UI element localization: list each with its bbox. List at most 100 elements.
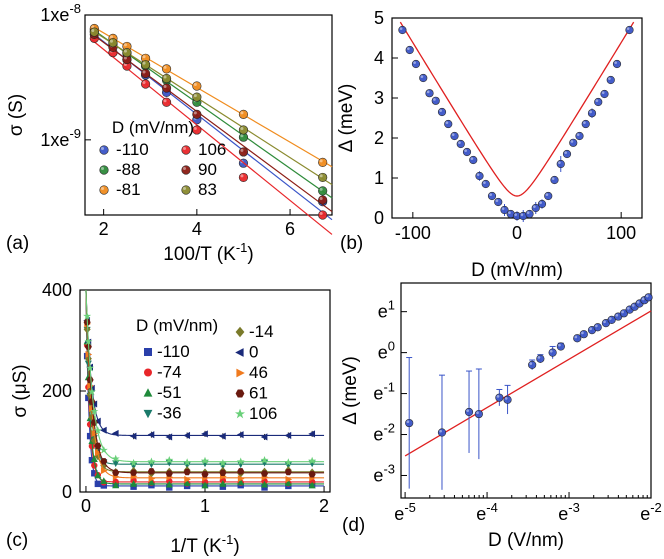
panel-b-point-highlight xyxy=(476,173,480,176)
panel-b-point-highlight xyxy=(514,213,517,216)
panel-b-point xyxy=(444,119,453,129)
panel-c-legend-label: -36 xyxy=(157,404,182,423)
panel-b-xtick-label: 100 xyxy=(606,223,636,243)
panel-d-xtick-label-sup: -4 xyxy=(486,500,498,515)
panel-c-y-axis-title: σ (μS) xyxy=(10,364,31,417)
panel-c-legend-marker--74 xyxy=(144,368,152,377)
panel-a-point-90-highlight xyxy=(319,196,323,200)
panel-c-point--51 xyxy=(130,480,138,487)
panel-d-point xyxy=(474,409,483,419)
panel-a-point--81 xyxy=(318,157,328,167)
panel-b-point xyxy=(569,138,578,147)
panel-c-point--51 xyxy=(219,480,227,487)
panel-d-point xyxy=(503,395,512,404)
panel-d-point xyxy=(607,315,616,324)
panel-c-point-0 xyxy=(111,429,119,437)
panel-b-ytick-label: 2 xyxy=(374,128,384,148)
panel-a-ytick-label-base: 1xe xyxy=(40,5,69,25)
panel-a-legend-label: 106 xyxy=(198,140,226,159)
panel-b-point xyxy=(405,45,414,55)
panel-c-fit-curve-0 xyxy=(85,289,325,436)
panel-d-point-highlight xyxy=(529,362,533,365)
panel-d-ytick-label-sup: 0 xyxy=(388,339,395,354)
panel-c-x-axis-title-base: 1/T (K xyxy=(170,536,222,557)
panel-b-point xyxy=(450,131,459,141)
panel-a-point--88 xyxy=(318,186,328,196)
panel-c-legend-label: 106 xyxy=(249,404,277,423)
panel-b-point-highlight xyxy=(601,91,605,94)
panel-d-xtick-label: e-2 xyxy=(640,500,662,524)
panel-b-point xyxy=(481,179,490,189)
panel-letter-b: (b) xyxy=(340,233,363,254)
panel-d-frame xyxy=(400,282,652,499)
panel-d-ytick-label-sup: 1 xyxy=(388,298,395,313)
panel-a-xtick-label: 2 xyxy=(99,219,109,239)
panel-c-legend-marker--36 xyxy=(143,409,153,419)
panel-a-point-90-highlight xyxy=(123,56,127,60)
panel-a-point-83-highlight xyxy=(163,75,167,79)
panel-c-point-0 xyxy=(219,432,226,440)
panel-a-legend-marker--81-highlight xyxy=(100,186,105,190)
panel-a-legend-label: -110 xyxy=(116,140,149,159)
panel-b-xtick-label: 0 xyxy=(512,223,522,243)
panel-a-point--81-highlight xyxy=(240,111,244,115)
panel-b-point-highlight xyxy=(526,211,530,214)
panel-c-ytick-label: 200 xyxy=(42,381,72,401)
panel-b-point-highlight xyxy=(489,193,493,196)
panel-b-frame xyxy=(391,17,643,219)
panel-b-point xyxy=(419,73,428,83)
panel-a-legend-marker--88 xyxy=(99,165,109,175)
panel-a-xtick-label: 4 xyxy=(192,219,202,239)
panel-c-legend-title: D (mV/nm) xyxy=(136,316,218,335)
panel-c-xtick-label: 1 xyxy=(200,496,210,516)
panel-a-point-83-highlight xyxy=(142,61,146,65)
panel-c-point-106 xyxy=(183,458,192,466)
panel-c-legend-label: -51 xyxy=(157,383,182,402)
panel-d-xtick-label-base: e xyxy=(476,504,486,524)
panel-b-point-highlight xyxy=(595,99,599,102)
panel-c-point-61 xyxy=(201,471,209,478)
panel-c-legend-label: -14 xyxy=(249,322,274,341)
panel-c-legend-marker--14 xyxy=(235,326,245,338)
panel-c-point-0 xyxy=(201,430,208,438)
panel-b-point-highlight xyxy=(439,109,443,112)
panel-a-point-83-highlight xyxy=(109,39,113,43)
panel-d-point-highlight xyxy=(608,317,612,320)
panel-b-point xyxy=(625,25,634,35)
panel-d-xtick-label: e-4 xyxy=(476,500,498,524)
panel-letter-d: (d) xyxy=(342,515,365,536)
panel-c-point--51 xyxy=(90,455,98,463)
panel-d-xtick-label-base: e xyxy=(558,504,568,524)
panel-c-point-106 xyxy=(165,456,174,464)
panel-d-point xyxy=(579,330,588,339)
panel-b-point-highlight xyxy=(470,157,474,160)
panel-b-point-highlight xyxy=(626,27,630,30)
panel-b-point-highlight xyxy=(558,161,561,164)
panel-c-point-46 xyxy=(100,467,108,475)
panel-d-point-highlight xyxy=(558,343,561,347)
panel-a-point--81-highlight xyxy=(163,65,167,69)
panel-b-point-highlight xyxy=(413,61,416,64)
panel-c-ytick-label: 400 xyxy=(42,280,72,300)
panel-d-y-axis-title: Δ (meV) xyxy=(340,356,361,425)
panel-b-point xyxy=(531,203,540,213)
panel-a-legend-marker-106 xyxy=(181,145,191,155)
panel-d-point xyxy=(464,407,474,417)
panel-c-point--51 xyxy=(308,481,316,489)
panel-d-point xyxy=(573,334,582,343)
panel-c-point-106 xyxy=(87,387,96,396)
panel-a-legend-marker-90 xyxy=(181,165,191,175)
panel-a-ytick-label-sup: -9 xyxy=(69,126,81,141)
panel-d-ytick-label: e-1 xyxy=(373,380,395,404)
panel-a-point-83-highlight xyxy=(193,94,197,98)
panel-a-xtick-label: 6 xyxy=(285,219,295,239)
panel-c-point-61 xyxy=(147,468,155,475)
panel-letter-a: (a) xyxy=(6,233,29,254)
panel-a-point--81-highlight xyxy=(319,159,323,163)
panel-b-point xyxy=(462,147,472,157)
panel-a-frame xyxy=(84,14,333,216)
panel-a-legend-title: D (mV/nm) xyxy=(112,118,194,137)
panel-a-point-106 xyxy=(161,97,172,107)
panel-d-point-highlight xyxy=(595,324,598,328)
